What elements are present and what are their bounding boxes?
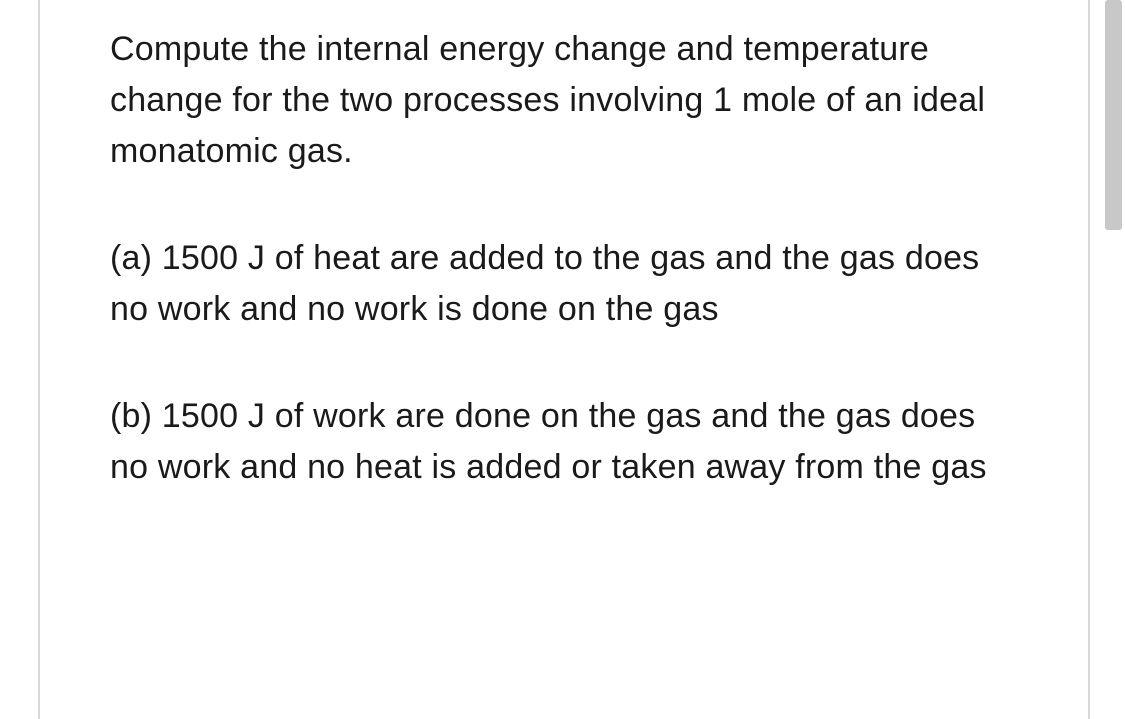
problem-part-b: (b) 1500 J of work are done on the gas a… [110,391,1018,493]
scrollbar-thumb[interactable] [1105,0,1122,230]
problem-part-a: (a) 1500 J of heat are added to the gas … [110,233,1018,335]
content-frame: Compute the internal energy change and t… [38,0,1090,719]
problem-intro: Compute the internal energy change and t… [110,24,1018,177]
scrollbar-track[interactable] [1104,0,1124,719]
